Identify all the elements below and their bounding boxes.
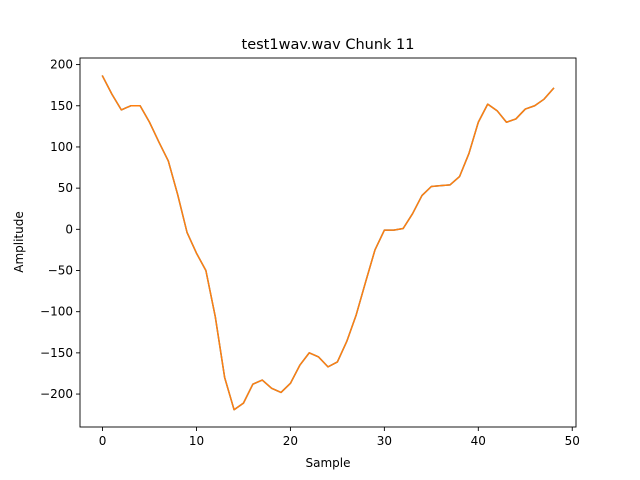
y-axis-label: Amplitude [12,211,26,273]
x-tick-label: 0 [99,434,107,448]
axes-frame [79,57,577,428]
x-axis-label: Sample [306,456,351,470]
y-tick-label: −100 [40,305,73,319]
x-tick-label: 50 [565,434,580,448]
y-tick-label: 100 [50,140,73,154]
y-tick-label: 0 [65,222,73,236]
y-axis: 200 150 100 50 0 −50 −100 −150 −200 [40,58,80,401]
series-line-1 [101,75,555,411]
x-axis: 0 10 20 30 40 50 [99,427,580,448]
y-tick-label: 50 [58,181,73,195]
y-tick-label: 200 [50,58,73,72]
y-tick-label: −50 [48,264,73,278]
x-tick-label: 30 [377,434,392,448]
chart-title: test1wav.wav Chunk 11 [242,37,415,53]
x-tick-label: 40 [471,434,486,448]
x-tick-label: 10 [189,434,204,448]
plot-area [101,75,555,411]
y-tick-label: −200 [40,387,73,401]
y-tick-label: −150 [40,346,73,360]
x-tick-label: 20 [283,434,298,448]
series-line-2 [101,75,555,411]
y-tick-label: 150 [50,99,73,113]
